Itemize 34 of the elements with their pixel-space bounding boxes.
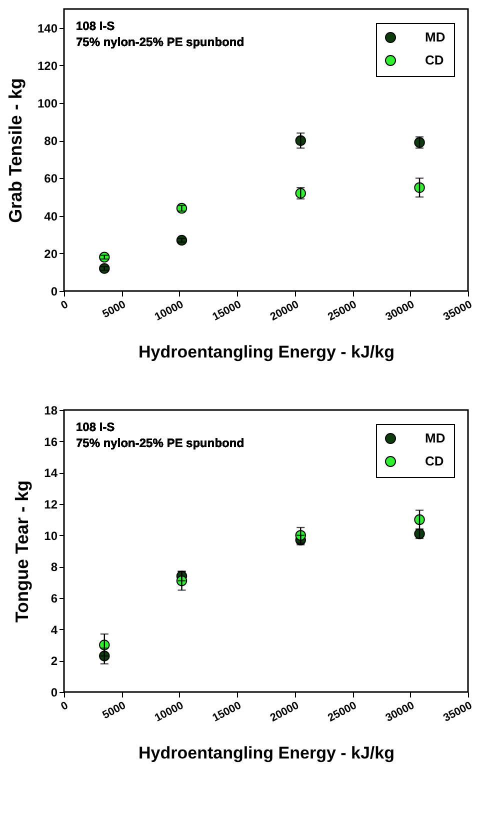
y-axis-title: Grab Tensile - kg [5,78,26,223]
annotation: 75% nylon-25% PE spunbond [76,35,244,49]
y-tick-label: 12 [44,498,58,512]
y-tick-label: 4 [50,622,58,637]
y-tick-label: 14 [44,466,58,480]
x-axis-title: Hydroentangling Energy - kJ/kg [138,744,394,763]
y-tick-label: 120 [37,58,58,73]
y-tick-label: 18 [44,404,58,418]
y-tick-label: 0 [50,686,58,700]
y-tick-label: 140 [37,21,58,36]
x-tick-label: 0 [59,700,70,713]
y-tick-label: 6 [50,592,58,606]
y-tick-label: 8 [50,560,58,574]
x-tick-label: 0 [59,298,70,312]
y-tick-label: 100 [37,96,58,110]
y-axis-title: Tongue Tear - kg [12,480,32,623]
y-tick-label: 10 [44,528,58,543]
y-tick-label: 60 [44,172,58,186]
annotation: 75% nylon-25% PE spunbond [76,436,244,450]
annotation: 108 I-S [76,19,115,33]
y-tick-label: 0 [50,284,58,298]
y-tick-label: 20 [44,246,58,261]
x-tick-label: 5000 [100,298,128,321]
annotation: 108 I-S [76,420,115,434]
y-tick-label: 2 [50,654,58,668]
x-tick-label: 5000 [100,700,128,722]
legend-label: MD [425,30,446,44]
y-tick-label: 80 [44,134,58,148]
y-tick-label: 40 [44,209,58,224]
y-tick-label: 16 [44,434,58,449]
x-axis-title: Hydroentangling Energy - kJ/kg [138,342,394,362]
legend-label: CD [425,454,444,468]
legend-label: MD [425,430,446,446]
legend-label: CD [425,52,444,68]
